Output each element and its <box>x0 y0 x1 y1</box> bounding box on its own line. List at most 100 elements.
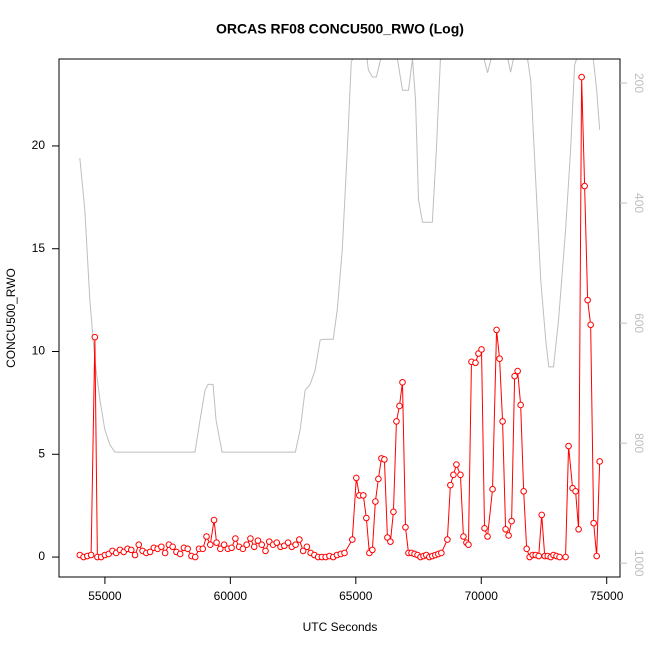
data-point <box>161 549 169 557</box>
plot-area <box>76 59 603 561</box>
data-point <box>191 553 199 561</box>
data-point <box>184 545 192 553</box>
data-point <box>232 535 239 542</box>
data-point <box>590 519 597 527</box>
data-point <box>535 552 543 560</box>
data-point <box>375 475 382 483</box>
data-point <box>578 73 585 81</box>
series-line <box>79 59 601 453</box>
data-point <box>169 543 176 551</box>
data-point <box>484 533 491 540</box>
data-point <box>199 545 207 553</box>
data-point <box>381 456 388 463</box>
data-point <box>206 541 214 549</box>
data-point <box>565 442 572 450</box>
y2-tick-label: 400 <box>632 193 646 213</box>
y2-tick-label: 200 <box>632 73 646 93</box>
data-point <box>262 547 269 555</box>
data-point <box>247 535 254 542</box>
data-point <box>562 553 569 561</box>
data-point <box>372 498 379 505</box>
data-point <box>239 545 247 553</box>
data-point <box>203 533 210 540</box>
data-point <box>523 545 530 553</box>
data-point <box>341 549 348 557</box>
y-tick-label: 0 <box>38 549 45 563</box>
data-point <box>353 474 360 482</box>
data-point <box>438 549 445 557</box>
data-point <box>393 418 400 425</box>
data-point <box>489 485 496 493</box>
data-point <box>481 524 488 532</box>
y-tick-label: 10 <box>32 344 46 358</box>
data-point <box>87 551 95 559</box>
y-tick-label: 20 <box>32 138 46 152</box>
data-point <box>363 514 370 522</box>
data-point <box>399 379 406 386</box>
data-point <box>593 552 600 560</box>
data-point <box>210 516 218 524</box>
data-point <box>556 553 563 561</box>
data-point <box>502 526 509 533</box>
y2-tick-label: 800 <box>632 433 646 453</box>
data-point <box>572 487 579 495</box>
data-point <box>258 541 266 549</box>
data-point <box>213 539 220 546</box>
y-tick-label: 5 <box>38 446 45 460</box>
data-point <box>250 543 258 551</box>
data-point <box>228 544 235 552</box>
data-point <box>472 359 479 367</box>
data-point <box>453 461 460 468</box>
data-point <box>91 333 99 341</box>
data-point <box>596 458 603 465</box>
chart-title: ORCAS RF08 CONCU500_RWO (Log) <box>216 21 464 37</box>
y2-tick-label: 1000 <box>632 550 646 577</box>
data-point <box>176 550 184 558</box>
data-point <box>517 401 524 409</box>
data-point <box>360 492 367 499</box>
data-point <box>158 543 165 551</box>
y2-tick-label: 600 <box>632 313 646 333</box>
data-point <box>254 537 262 544</box>
data-point <box>447 481 454 489</box>
y-tick-label: 15 <box>32 241 46 255</box>
data-point <box>135 541 143 549</box>
data-point <box>511 372 518 380</box>
data-point <box>131 551 139 559</box>
x-tick-label: 65000 <box>339 589 373 603</box>
data-point <box>508 517 515 525</box>
data-point <box>284 539 292 546</box>
data-point <box>587 321 594 329</box>
data-point <box>538 511 546 519</box>
data-point <box>390 508 397 516</box>
data-point <box>575 526 582 533</box>
data-point <box>396 402 403 410</box>
data-point <box>444 536 451 543</box>
x-tick-label: 70000 <box>465 589 499 603</box>
data-point <box>369 546 376 554</box>
data-point <box>450 471 457 479</box>
data-point <box>514 367 521 375</box>
data-point <box>457 471 464 479</box>
plot-frame <box>58 58 621 578</box>
data-point <box>299 547 307 555</box>
data-point <box>465 541 472 549</box>
x-tick-label: 75000 <box>590 589 624 603</box>
data-point <box>584 296 591 304</box>
data-point <box>127 546 135 554</box>
data-point <box>387 538 394 545</box>
y-axis-label: CONCU500_RWO <box>4 268 18 368</box>
x-axis-label: UTC Seconds <box>303 620 378 634</box>
data-point <box>292 541 299 549</box>
data-point <box>499 418 506 425</box>
data-point <box>520 487 527 495</box>
data-point <box>402 523 409 531</box>
data-point <box>478 346 485 353</box>
x-tick-label: 55000 <box>88 589 122 603</box>
data-point <box>146 548 154 556</box>
x-tick-label: 60000 <box>214 589 248 603</box>
data-point <box>296 536 303 543</box>
data-point <box>243 541 250 549</box>
data-point <box>581 182 588 190</box>
